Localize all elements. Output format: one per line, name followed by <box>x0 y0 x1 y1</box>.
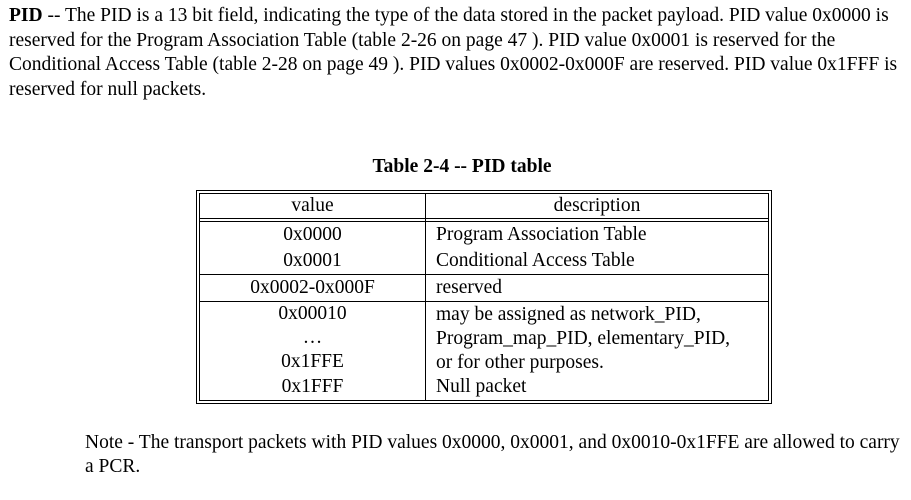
group-description-line: may be assigned as network_PID, <box>436 304 701 325</box>
row-description: Null packet <box>436 376 527 397</box>
row-description: reserved <box>436 277 503 298</box>
row-divider <box>200 274 768 275</box>
row-value: 0x0001 <box>283 250 342 271</box>
group-description: may be assigned as network_PID, Program_… <box>436 303 766 375</box>
pid-paragraph: PID -- The PID is a 13 bit field, indica… <box>9 4 899 102</box>
pid-table-inner: value description 0x0000 Program Associa… <box>199 193 769 401</box>
header-value: value <box>291 195 334 216</box>
table-caption: Table 2-4 -- PID table <box>372 156 552 177</box>
pid-description-text: -- The PID is a 13 bit field, indicating… <box>9 5 898 100</box>
group-value-ellipsis: … <box>302 327 323 348</box>
pid-term: PID <box>9 5 43 26</box>
header-divider <box>200 218 768 219</box>
table-note: Note - The transport packets with PID va… <box>85 432 900 477</box>
row-value: 0x0002-0x000F <box>250 277 375 298</box>
group-value-start: 0x00010 <box>278 303 347 324</box>
pid-table: value description 0x0000 Program Associa… <box>196 190 772 404</box>
header-divider-double <box>200 221 768 222</box>
group-description-line: Program_map_PID, elementary_PID, <box>436 328 731 349</box>
row-value: 0x1FFF <box>281 376 344 397</box>
row-description: Program Association Table <box>436 224 647 245</box>
row-value: 0x0000 <box>283 224 342 245</box>
row-description: Conditional Access Table <box>436 250 635 271</box>
group-value-end: 0x1FFE <box>281 351 344 372</box>
column-divider <box>425 194 426 400</box>
header-description: description <box>553 195 641 216</box>
group-description-line: or for other purposes. <box>436 352 604 373</box>
row-divider <box>200 301 768 302</box>
